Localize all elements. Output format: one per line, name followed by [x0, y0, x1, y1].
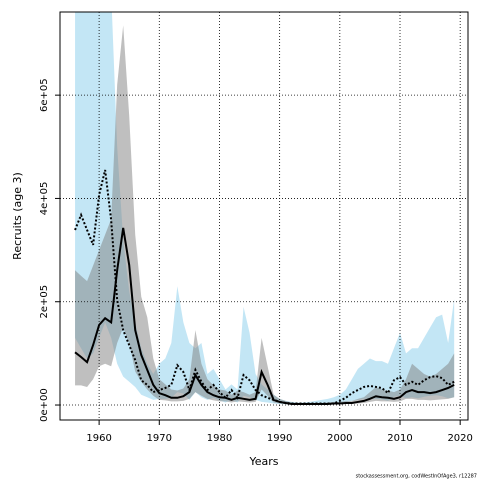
y-tick-label: 2e+05: [39, 285, 50, 319]
y-tick-label: 0e+00: [39, 388, 50, 422]
x-axis-label: Years: [248, 455, 278, 468]
y-tick-label: 4e+05: [39, 182, 50, 216]
x-tick-label: 2020: [447, 433, 472, 444]
estimate-line: [74, 227, 455, 405]
plot-area: [74, 12, 455, 405]
y-tick-label: 6e+05: [39, 78, 50, 112]
footnote: stockassessment.org, codWestInOfAge3, r1…: [356, 474, 477, 480]
x-tick-label: 1980: [207, 433, 232, 444]
x-tick-label: 2000: [327, 433, 352, 444]
x-tick-label: 1970: [147, 433, 172, 444]
y-axis-label: Recruits (age 3): [11, 172, 24, 260]
x-tick-label: 1990: [267, 433, 292, 444]
confidence-band: [75, 12, 455, 405]
x-tick-label: 1960: [86, 433, 111, 444]
x-tick-label: 2010: [387, 433, 412, 444]
plot-frame: [59, 11, 469, 421]
estimate-line: [74, 169, 455, 405]
